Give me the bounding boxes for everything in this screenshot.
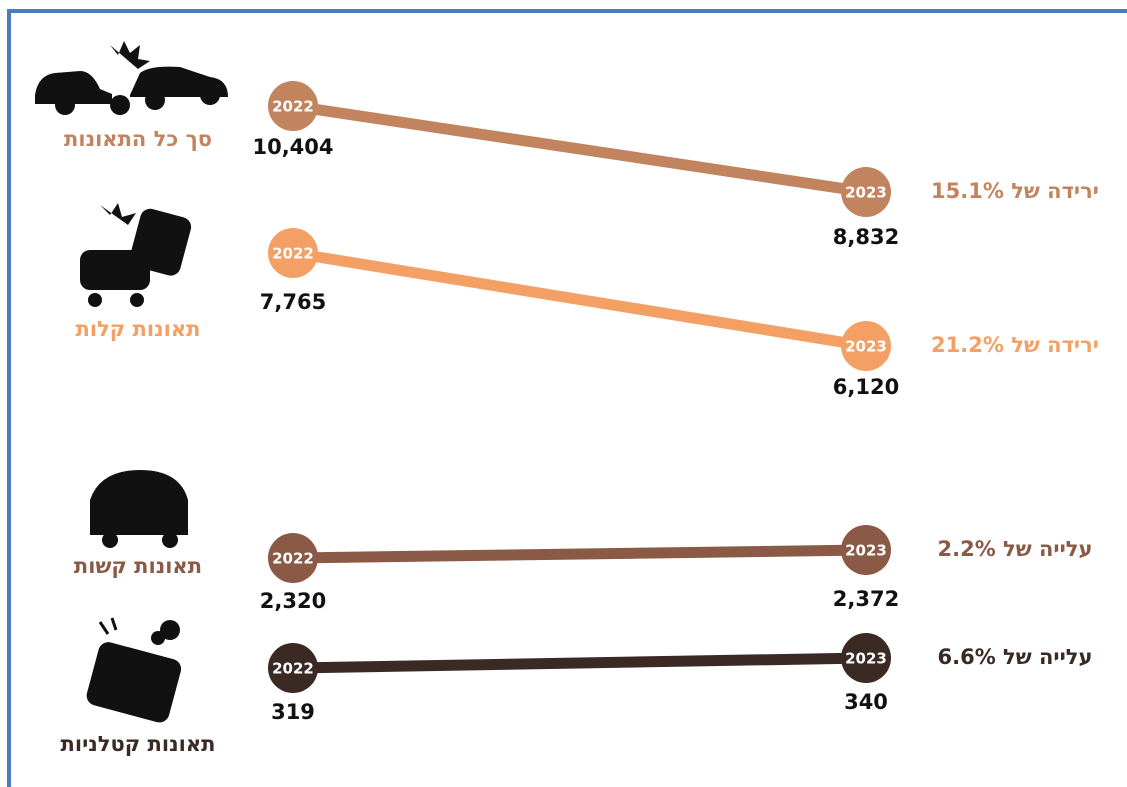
start-value: 2,320: [260, 589, 326, 613]
change-label: עלייה של 6.6%: [938, 645, 1093, 669]
end-year: 2023: [845, 542, 887, 560]
connector-line: [287, 544, 872, 564]
change-label: ירידה של 15.1%: [931, 179, 1099, 203]
icon-light-accident: [80, 203, 192, 307]
category-label: סך כל התאונות: [64, 127, 212, 151]
end-value: 6,120: [833, 375, 899, 399]
end-value: 8,832: [833, 225, 899, 249]
start-year: 2022: [272, 98, 314, 116]
end-year: 2023: [845, 184, 887, 202]
connector-line: [287, 652, 872, 674]
end-year: 2023: [845, 338, 887, 356]
year-badge: [841, 321, 891, 371]
start-year: 2022: [272, 550, 314, 568]
year-badge: [841, 525, 891, 575]
change-label: ירידה של 21.2%: [931, 333, 1099, 357]
end-year: 2023: [845, 650, 887, 668]
icon-fatal-accident: [86, 617, 182, 723]
category-label: תאונות קלות: [76, 317, 201, 341]
year-badge: [268, 643, 318, 693]
start-value: 10,404: [252, 135, 333, 159]
year-badge: [268, 228, 318, 278]
connector-line: [287, 100, 872, 198]
year-badge: [268, 81, 318, 131]
year-badge: [268, 533, 318, 583]
start-year: 2022: [272, 245, 314, 263]
connector-line: [287, 247, 872, 352]
end-value: 2,372: [833, 587, 899, 611]
change-label: עלייה של 2.2%: [938, 537, 1093, 561]
icon-collision: [35, 41, 228, 115]
category-label: תאונות קטלניות: [61, 732, 216, 756]
start-value: 319: [271, 700, 315, 724]
start-year: 2022: [272, 660, 314, 678]
frame: [7, 9, 1127, 787]
year-badge: [841, 167, 891, 217]
category-label: תאונות קשות: [74, 554, 202, 578]
start-value: 7,765: [260, 290, 326, 314]
end-value: 340: [844, 690, 888, 714]
icon-serious-accident: [90, 470, 188, 548]
year-badge: [841, 633, 891, 683]
